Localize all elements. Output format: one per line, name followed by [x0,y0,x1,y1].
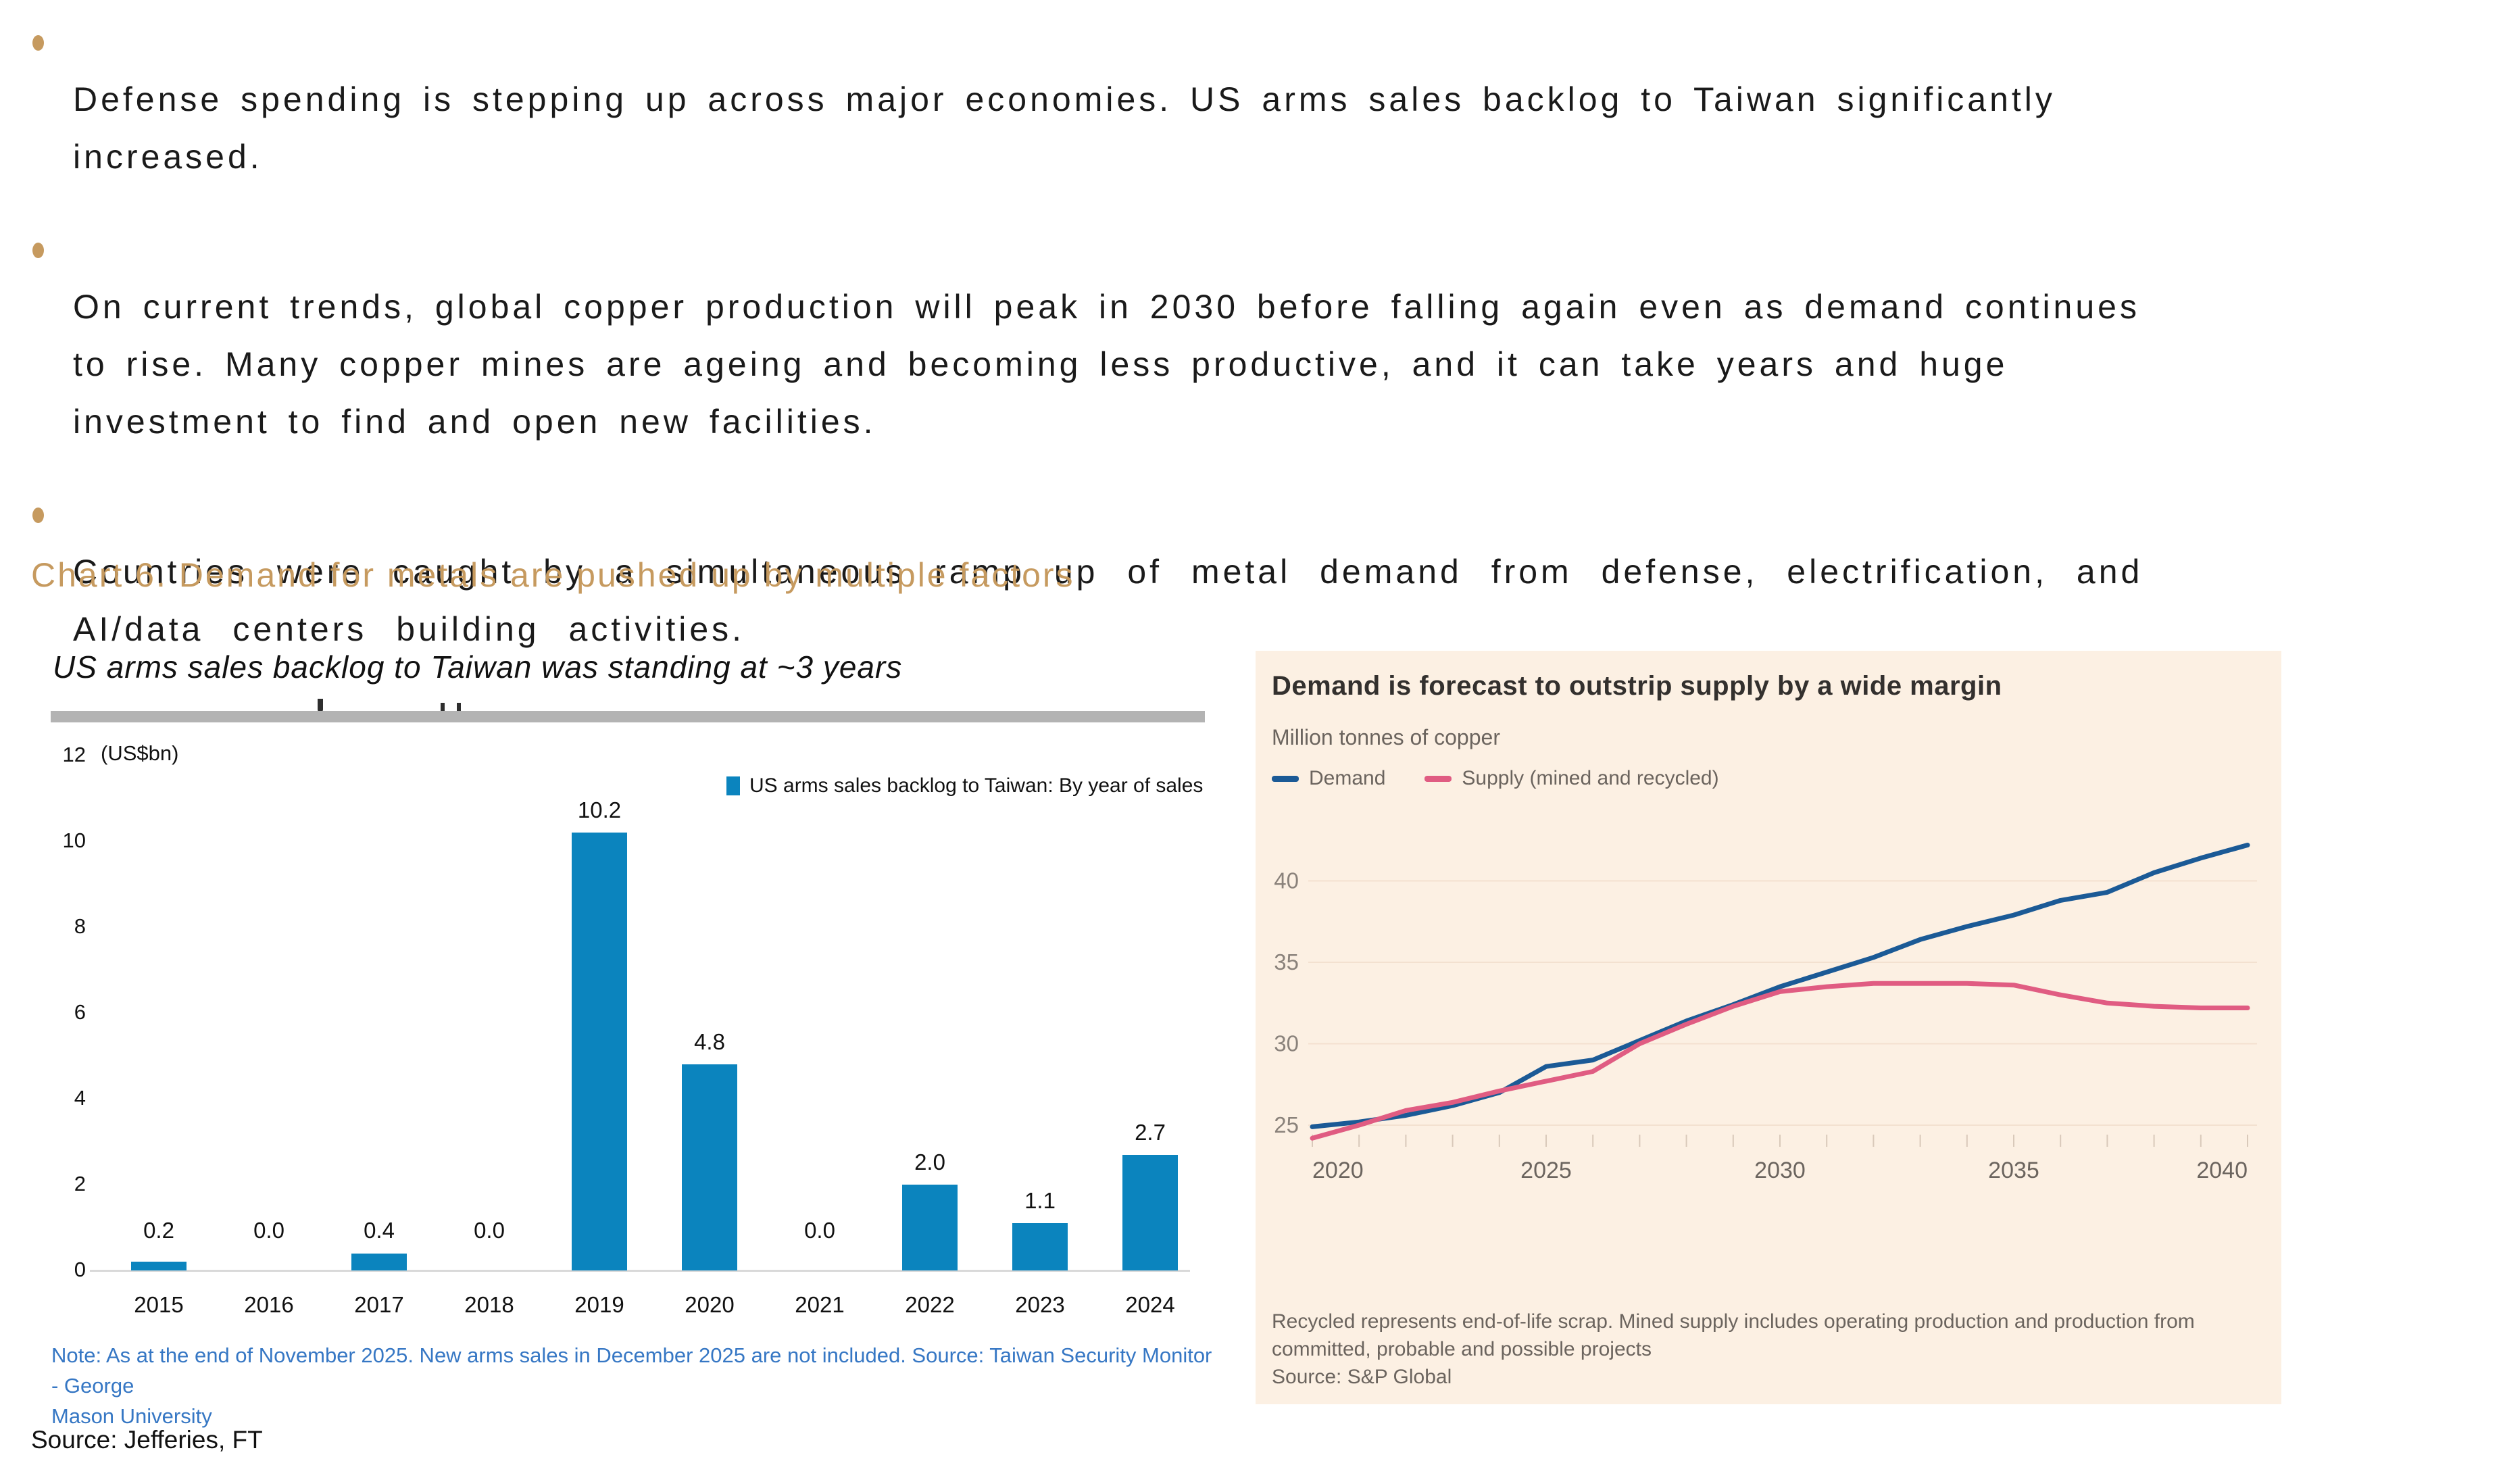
bullet-metal-demand: Countries were caught by a simultaneous … [28,486,2441,658]
demand-line [1310,843,2250,1129]
bar-x-label: 2021 [795,1292,845,1317]
copper-chart-subtitle: Million tonnes of copper [1272,725,1500,749]
x-tick-label: 2030 [1754,1158,1806,1183]
supply-line [1310,981,2250,1141]
copper-line-chart: 25 30 35 40 2020 2025 2030 2035 2040 [1274,843,2257,1183]
copper-chart-legend: Demand Supply (mined and recycled) [1272,767,1719,790]
x-tick-label: 2025 [1520,1158,1572,1183]
bullet-text: Countries were caught by a simultaneous … [73,553,2143,648]
y-tick-label: 6 [74,1000,86,1024]
clipped-text-artifact [318,699,323,712]
bar [131,1262,187,1270]
bullet-dot-icon [32,508,44,523]
taiwan-chart-title: US arms sales backlog to Taiwan was stan… [53,649,903,685]
bar-value-label: 0.0 [253,1218,284,1243]
x-tick-label: 2020 [1312,1158,1364,1183]
bar-value-label: 0.2 [143,1218,174,1243]
y-tick-label: 40 [1274,868,1299,893]
bullet-list: Defense spending is stepping up across m… [28,14,2441,693]
bullet-dot-icon [32,243,44,258]
bullet-text: On current trends, global copper product… [73,288,2140,441]
supply-line-swatch-icon [1424,775,1452,782]
y-tick-label: 0 [74,1258,86,1281]
bar-x-label: 2022 [905,1292,955,1317]
legend-label: US arms sales backlog to Taiwan: By year… [749,774,1204,797]
page-source: Source: Jefferies, FT [31,1426,263,1454]
bar-value-label: 10.2 [577,797,622,822]
bullet-defense-spending: Defense spending is stepping up across m… [28,14,2441,186]
legend-item-demand: Demand [1272,767,1385,790]
legend-label: Supply (mined and recycled) [1462,767,1719,789]
bar-x-label: 2023 [1015,1292,1065,1317]
x-axis-baseline [90,1270,1190,1272]
legend-item-supply: Supply (mined and recycled) [1424,767,1719,790]
x-tick-label: 2040 [2196,1158,2248,1183]
bar-x-label: 2017 [354,1292,404,1317]
bar-value-label: 0.4 [364,1218,395,1243]
bar-value-label: 2.0 [914,1149,945,1174]
y-axis-unit-label: (US$bn) [101,741,179,765]
bullet-dot-icon [32,35,44,51]
bar-value-label: 4.8 [694,1029,725,1054]
legend-swatch-icon [726,776,740,795]
bullet-text: Defense spending is stepping up across m… [73,80,2056,176]
bar-x-label: 2018 [464,1292,514,1317]
bar-value-label: 2.7 [1135,1120,1166,1145]
bar-value-label: 1.1 [1024,1188,1056,1213]
taiwan-chart-note: Note: As at the end of November 2025. Ne… [51,1343,1212,1428]
bar-x-label: 2024 [1125,1292,1175,1317]
bar [682,1064,737,1270]
x-tick-label: 2035 [1988,1158,2039,1183]
legend-label: Demand [1309,767,1386,789]
bar-x-label: 2015 [134,1292,184,1317]
y-tick-label: 35 [1274,949,1299,974]
demand-line-swatch-icon [1272,775,1299,782]
bar [351,1254,407,1270]
chart-section-heading: Chart 6. Demand for metals are pushed up… [31,556,1075,594]
bullet-copper-production: On current trends, global copper product… [28,221,2441,451]
bar-x-label: 2019 [574,1292,624,1317]
title-divider-bar [51,711,1205,722]
copper-chart-title: Demand is forecast to outstrip supply by… [1272,671,2002,701]
y-tick-label: 30 [1274,1031,1299,1056]
bar-value-label: 0.0 [474,1218,505,1243]
bar-value-label: 0.0 [804,1218,835,1243]
bar-x-label: 2016 [244,1292,294,1317]
bar-x-label: 2020 [685,1292,735,1317]
clipped-text-artifact [441,703,445,712]
copper-chart-source: Source: S&P Global [1272,1366,1452,1388]
y-tick-label: 2 [74,1172,86,1195]
copper-chart-panel: 25 30 35 40 2020 2025 2030 2035 2040 Demand is f… [1256,651,2281,1404]
y-tick-label: 12 [62,743,86,766]
bar [1012,1223,1068,1270]
y-tick-label: 8 [74,914,86,938]
bar [1122,1155,1178,1270]
clipped-text-artifact [457,703,461,712]
taiwan-chart-legend: US arms sales backlog to Taiwan: By year… [726,774,1203,797]
y-tick-label: 4 [74,1086,86,1110]
y-tick-label: 25 [1274,1112,1299,1137]
bar [572,833,627,1270]
bar [902,1185,958,1270]
copper-chart-footnote: Recycled represents end-of-life scrap. M… [1272,1310,2195,1360]
y-tick-label: 10 [62,828,86,852]
taiwan-bar-chart: (US$bn) 0 2 4 6 8 10 12 0.2 2015 0.0 2016 0.4 2017 0.… [51,740,1204,1348]
